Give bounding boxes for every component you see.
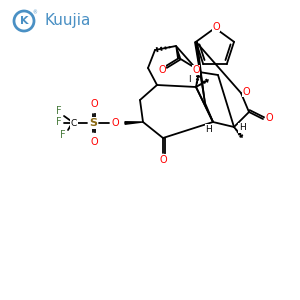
Polygon shape [195, 42, 205, 103]
Text: O: O [265, 113, 273, 123]
Text: O: O [90, 99, 98, 109]
Text: F: F [60, 130, 66, 140]
Text: O: O [192, 65, 200, 75]
Text: Kuujia: Kuujia [45, 14, 91, 28]
Text: O: O [212, 22, 220, 32]
Text: I: I [188, 74, 190, 83]
Text: O: O [158, 65, 166, 75]
Text: K: K [20, 16, 28, 26]
Text: C: C [71, 118, 77, 127]
Text: H: H [206, 124, 212, 134]
Text: O: O [159, 155, 167, 165]
Text: H: H [238, 124, 245, 133]
Text: O: O [242, 87, 250, 97]
Text: O: O [90, 137, 98, 147]
Text: ®: ® [33, 11, 38, 16]
Text: O: O [111, 118, 119, 128]
Polygon shape [176, 46, 180, 58]
Text: S: S [89, 118, 97, 128]
Text: F: F [56, 106, 62, 116]
Text: F: F [56, 117, 62, 127]
Polygon shape [125, 122, 143, 124]
